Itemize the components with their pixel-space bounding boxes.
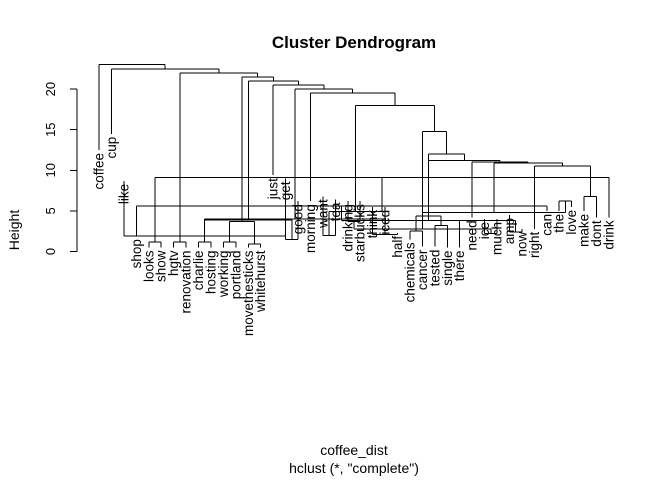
- leaf-label: drinking: [340, 204, 355, 251]
- leaf-label: whitehurst: [253, 250, 268, 313]
- leaf-label: amp: [502, 218, 517, 244]
- leaf-label: get: [278, 181, 293, 200]
- method-subtitle: hclust (*, "complete"): [289, 460, 419, 476]
- leaf-label: tested: [427, 250, 442, 287]
- leaf-label: good: [291, 204, 306, 234]
- leaf-label: chemicals: [402, 242, 417, 302]
- leaf-label: need: [465, 220, 480, 250]
- leaf-label: like: [116, 184, 131, 204]
- leaf-label: want: [315, 199, 330, 229]
- leaf-label: half: [390, 236, 405, 258]
- leaf-label: there: [452, 250, 467, 281]
- leaf-label: much: [490, 222, 505, 255]
- x-axis-label: coffee_dist: [320, 442, 388, 458]
- y-axis: 0 5 10 15 20: [43, 82, 78, 255]
- y-tick-label: 10: [43, 163, 58, 177]
- leaf-label: coffee: [92, 153, 107, 190]
- leaf-label: morning: [303, 204, 318, 253]
- leaf-label: hgtv: [166, 250, 181, 276]
- leaf-label: looks: [141, 250, 156, 282]
- leaf-label: can: [539, 214, 554, 236]
- leaf-label: cup: [104, 137, 119, 159]
- y-axis-label: Height: [6, 210, 22, 251]
- y-tick-label: 15: [43, 122, 58, 136]
- leaf-label: working: [216, 250, 231, 298]
- leaf-label: love: [564, 210, 579, 235]
- leaf-label: iced: [378, 210, 393, 235]
- leaf-label: show: [154, 250, 169, 282]
- y-tick-label: 20: [43, 82, 58, 96]
- leaf-label: the: [552, 214, 567, 233]
- chart-title: Cluster Dendrogram: [272, 33, 436, 52]
- y-tick-label: 0: [43, 248, 58, 255]
- leaf-label: dont: [589, 220, 604, 247]
- leaf-label: charlie: [191, 250, 206, 290]
- leaf-label: hosting: [203, 250, 218, 294]
- leaf-label: movethesticks: [241, 250, 256, 336]
- y-tick-label: 5: [43, 207, 58, 214]
- leaf-label: just: [266, 178, 281, 200]
- leaf-label: shop: [129, 239, 144, 268]
- leaf-label: now: [514, 232, 529, 257]
- dendrogram-branches: [98, 64, 610, 248]
- leaf-label: portland: [228, 250, 243, 299]
- leaf-label: starbucks: [353, 204, 368, 262]
- leaf-label: think: [365, 210, 380, 239]
- leaf-label: ice: [477, 222, 492, 239]
- leaf-label: make: [577, 214, 592, 247]
- leaf-label: cancer: [415, 249, 430, 290]
- leaf-label: right: [527, 232, 542, 259]
- leaf-label: renovation: [179, 250, 194, 313]
- leaf-label: drink: [602, 220, 617, 250]
- leaf-label: single: [440, 250, 455, 285]
- leaf-label: tea: [328, 202, 343, 221]
